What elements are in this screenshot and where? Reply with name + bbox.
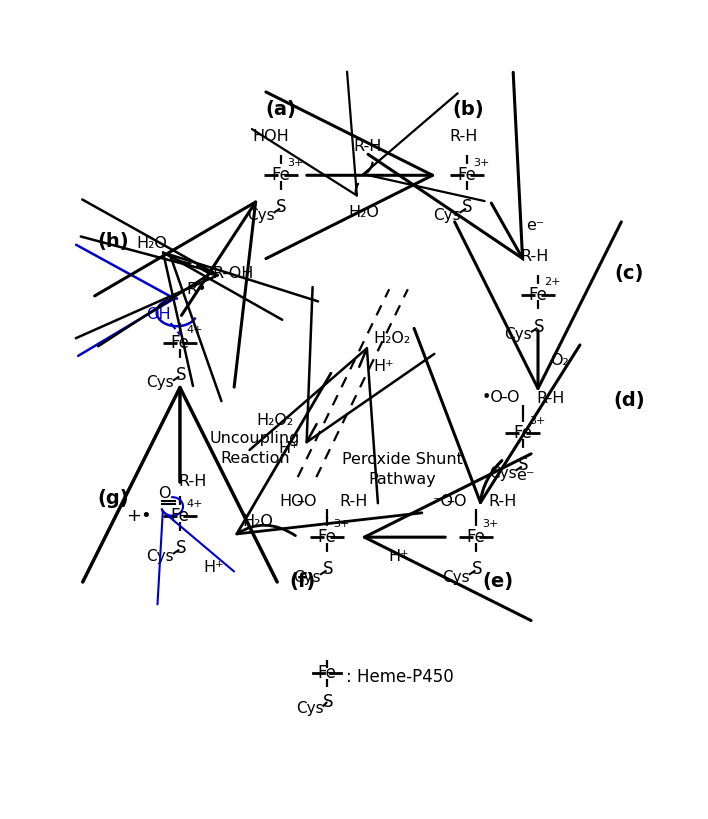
Text: –O: –O [500,390,520,405]
Text: H⁺: H⁺ [388,549,409,563]
Text: S: S [276,198,287,216]
Text: Fe: Fe [271,166,290,184]
Text: Fe: Fe [171,334,189,352]
Text: S: S [176,540,186,558]
Text: S: S [323,694,333,712]
Text: R-H: R-H [450,129,478,144]
Text: S: S [462,198,473,216]
Text: S: S [176,366,186,384]
Text: 3+: 3+ [333,519,350,529]
Text: H⁺: H⁺ [204,560,224,575]
Text: 4+: 4+ [186,499,202,509]
Text: H₂O: H₂O [137,236,168,251]
Text: (a): (a) [266,100,296,120]
Text: Cys: Cys [296,701,324,716]
Text: Fe: Fe [529,286,547,304]
Text: e⁻: e⁻ [516,468,535,483]
Text: 3+: 3+ [287,157,303,168]
Text: Cys: Cys [442,569,470,585]
Text: : Heme-P450: : Heme-P450 [346,668,454,686]
Text: (h): (h) [98,232,129,251]
Text: HOH: HOH [252,129,289,144]
Text: Peroxide Shunt
Pathway: Peroxide Shunt Pathway [342,452,463,487]
Text: Cys: Cys [293,569,321,585]
Text: –O: –O [446,495,467,509]
Text: •O: •O [482,390,504,405]
Text: R•: R• [186,282,207,296]
Text: (c): (c) [615,265,644,283]
Text: Fe: Fe [467,528,486,546]
Text: R-H: R-H [488,495,517,509]
Text: Fe: Fe [171,508,189,526]
Text: Cys: Cys [433,208,460,223]
Text: Fe: Fe [318,664,336,682]
Text: (f): (f) [290,572,316,591]
Text: (d): (d) [614,391,645,410]
Text: Fe: Fe [318,528,336,546]
Text: H⁺: H⁺ [374,359,394,373]
Text: Cys: Cys [146,549,173,563]
Text: R-H: R-H [178,474,207,490]
Text: Cys: Cys [489,465,516,481]
Text: H₂O₂: H₂O₂ [257,413,294,428]
Text: e⁻: e⁻ [526,218,544,233]
Text: S: S [534,318,544,336]
Text: ⁻O: ⁻O [433,495,454,509]
Text: Fe: Fe [457,166,476,184]
Text: R-H: R-H [339,495,367,509]
Text: 3+: 3+ [473,157,489,168]
Text: H₂O: H₂O [348,205,379,219]
Text: R-H: R-H [536,391,564,406]
Text: S: S [323,560,333,578]
Text: O₂: O₂ [550,353,569,368]
Text: H₂O₂: H₂O₂ [374,331,411,346]
Text: (b): (b) [452,100,484,120]
Text: HO: HO [280,495,304,509]
Text: R-OH: R-OH [212,266,253,282]
Text: S: S [518,456,529,474]
Text: Uncoupling
Reaction: Uncoupling Reaction [210,431,300,466]
Text: Fe: Fe [513,424,532,442]
Text: R-H: R-H [520,249,549,264]
Text: 2+: 2+ [544,277,561,287]
Text: S: S [472,560,482,578]
Text: OH: OH [146,306,171,322]
Text: (e): (e) [482,572,513,591]
Text: –O: –O [297,495,317,509]
Text: Cys: Cys [146,375,173,391]
Text: 3+: 3+ [529,415,545,426]
Text: (g): (g) [98,489,129,508]
Text: +•: +• [126,508,152,526]
Text: H₂O: H₂O [242,514,273,529]
Text: 4+: 4+ [186,325,202,336]
Text: Cys: Cys [247,208,275,223]
Text: O: O [158,486,171,501]
Text: R-H: R-H [353,138,382,154]
Text: 3+: 3+ [482,519,498,529]
Text: Cys: Cys [504,327,532,342]
Text: H⁺: H⁺ [279,441,299,456]
